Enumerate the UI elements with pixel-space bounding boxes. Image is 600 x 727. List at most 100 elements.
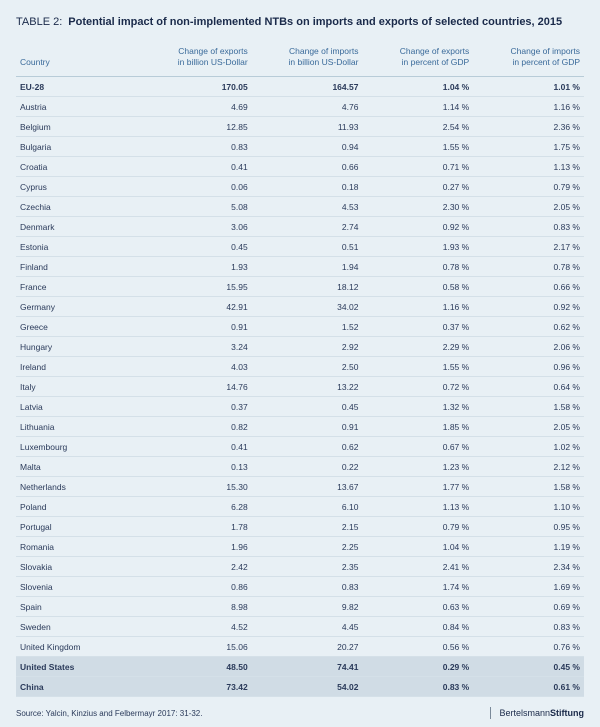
- table-body: EU-28170.05164.571.04 %1.01 %Austria4.69…: [16, 77, 584, 697]
- cell-imp_gdp: 2.36 %: [473, 117, 584, 137]
- table-container: TABLE 2: Potential impact of non-impleme…: [0, 0, 600, 727]
- cell-imp_gdp: 0.83 %: [473, 617, 584, 637]
- cell-imp_usd: 1.52: [252, 317, 363, 337]
- cell-exp_usd: 0.83: [141, 137, 252, 157]
- cell-exp_gdp: 2.54 %: [362, 117, 473, 137]
- table-row: Sweden4.524.450.84 %0.83 %: [16, 617, 584, 637]
- cell-exp_gdp: 1.14 %: [362, 97, 473, 117]
- brand-part1: Bertelsmann: [499, 708, 550, 718]
- cell-country: Slovakia: [16, 557, 141, 577]
- cell-imp_gdp: 2.34 %: [473, 557, 584, 577]
- col-header-country: Country: [16, 42, 141, 77]
- cell-imp_gdp: 0.92 %: [473, 297, 584, 317]
- cell-exp_usd: 5.08: [141, 197, 252, 217]
- cell-imp_gdp: 0.61 %: [473, 677, 584, 697]
- cell-imp_usd: 2.50: [252, 357, 363, 377]
- cell-imp_gdp: 0.69 %: [473, 597, 584, 617]
- cell-exp_gdp: 2.41 %: [362, 557, 473, 577]
- cell-imp_gdp: 1.16 %: [473, 97, 584, 117]
- cell-exp_gdp: 0.92 %: [362, 217, 473, 237]
- cell-exp_gdp: 0.27 %: [362, 177, 473, 197]
- cell-exp_usd: 73.42: [141, 677, 252, 697]
- cell-exp_usd: 4.03: [141, 357, 252, 377]
- cell-exp_gdp: 0.56 %: [362, 637, 473, 657]
- cell-imp_usd: 20.27: [252, 637, 363, 657]
- cell-exp_gdp: 0.72 %: [362, 377, 473, 397]
- cell-imp_gdp: 2.12 %: [473, 457, 584, 477]
- cell-exp_usd: 0.41: [141, 437, 252, 457]
- table-row: Denmark3.062.740.92 %0.83 %: [16, 217, 584, 237]
- table-row: United Kingdom15.0620.270.56 %0.76 %: [16, 637, 584, 657]
- cell-exp_gdp: 1.04 %: [362, 537, 473, 557]
- cell-country: Luxembourg: [16, 437, 141, 457]
- cell-exp_usd: 8.98: [141, 597, 252, 617]
- brand-divider: [490, 707, 491, 719]
- cell-exp_usd: 0.13: [141, 457, 252, 477]
- cell-exp_gdp: 0.79 %: [362, 517, 473, 537]
- cell-imp_usd: 11.93: [252, 117, 363, 137]
- cell-country: Denmark: [16, 217, 141, 237]
- cell-imp_usd: 0.66: [252, 157, 363, 177]
- cell-exp_gdp: 0.71 %: [362, 157, 473, 177]
- cell-imp_usd: 0.45: [252, 397, 363, 417]
- cell-imp_gdp: 0.66 %: [473, 277, 584, 297]
- cell-exp_usd: 1.78: [141, 517, 252, 537]
- table-row: Italy14.7613.220.72 %0.64 %: [16, 377, 584, 397]
- cell-imp_gdp: 0.95 %: [473, 517, 584, 537]
- cell-exp_gdp: 1.16 %: [362, 297, 473, 317]
- cell-imp_gdp: 0.83 %: [473, 217, 584, 237]
- cell-country: Estonia: [16, 237, 141, 257]
- cell-country: Czechia: [16, 197, 141, 217]
- table-row: United States48.5074.410.29 %0.45 %: [16, 657, 584, 677]
- cell-imp_gdp: 2.05 %: [473, 197, 584, 217]
- cell-exp_gdp: 0.63 %: [362, 597, 473, 617]
- cell-imp_gdp: 2.05 %: [473, 417, 584, 437]
- table-row: Latvia0.370.451.32 %1.58 %: [16, 397, 584, 417]
- cell-imp_usd: 0.22: [252, 457, 363, 477]
- table-row: Luxembourg0.410.620.67 %1.02 %: [16, 437, 584, 457]
- cell-country: Romania: [16, 537, 141, 557]
- cell-country: EU-28: [16, 77, 141, 97]
- cell-imp_gdp: 2.17 %: [473, 237, 584, 257]
- cell-imp_usd: 2.35: [252, 557, 363, 577]
- table-row: Cyprus0.060.180.27 %0.79 %: [16, 177, 584, 197]
- cell-imp_usd: 0.91: [252, 417, 363, 437]
- table-row: Netherlands15.3013.671.77 %1.58 %: [16, 477, 584, 497]
- cell-exp_gdp: 1.32 %: [362, 397, 473, 417]
- cell-exp_gdp: 1.13 %: [362, 497, 473, 517]
- cell-imp_usd: 13.22: [252, 377, 363, 397]
- cell-imp_gdp: 0.96 %: [473, 357, 584, 377]
- cell-country: Portugal: [16, 517, 141, 537]
- cell-exp_usd: 15.30: [141, 477, 252, 497]
- cell-imp_gdp: 1.75 %: [473, 137, 584, 157]
- cell-imp_usd: 164.57: [252, 77, 363, 97]
- table-row: Hungary3.242.922.29 %2.06 %: [16, 337, 584, 357]
- table-row: EU-28170.05164.571.04 %1.01 %: [16, 77, 584, 97]
- table-caption: TABLE 2: Potential impact of non-impleme…: [16, 16, 584, 28]
- cell-exp_usd: 6.28: [141, 497, 252, 517]
- cell-exp_gdp: 0.29 %: [362, 657, 473, 677]
- cell-exp_usd: 0.45: [141, 237, 252, 257]
- cell-country: Netherlands: [16, 477, 141, 497]
- cell-imp_gdp: 0.62 %: [473, 317, 584, 337]
- cell-exp_gdp: 1.55 %: [362, 357, 473, 377]
- cell-exp_gdp: 0.37 %: [362, 317, 473, 337]
- cell-country: Latvia: [16, 397, 141, 417]
- cell-exp_usd: 42.91: [141, 297, 252, 317]
- cell-exp_usd: 14.76: [141, 377, 252, 397]
- table-row: Spain8.989.820.63 %0.69 %: [16, 597, 584, 617]
- cell-country: United States: [16, 657, 141, 677]
- cell-exp_usd: 12.85: [141, 117, 252, 137]
- cell-country: Germany: [16, 297, 141, 317]
- source-text: Source: Yalcin, Kinzius and Felbermayr 2…: [16, 709, 202, 718]
- cell-country: Croatia: [16, 157, 141, 177]
- table-row: Malta0.130.221.23 %2.12 %: [16, 457, 584, 477]
- table-row: Slovenia0.860.831.74 %1.69 %: [16, 577, 584, 597]
- cell-imp_usd: 54.02: [252, 677, 363, 697]
- cell-country: Bulgaria: [16, 137, 141, 157]
- cell-exp_gdp: 0.84 %: [362, 617, 473, 637]
- cell-imp_usd: 6.10: [252, 497, 363, 517]
- data-table: CountryChange of exportsin billion US-Do…: [16, 42, 584, 697]
- table-row: Croatia0.410.660.71 %1.13 %: [16, 157, 584, 177]
- table-row: Slovakia2.422.352.41 %2.34 %: [16, 557, 584, 577]
